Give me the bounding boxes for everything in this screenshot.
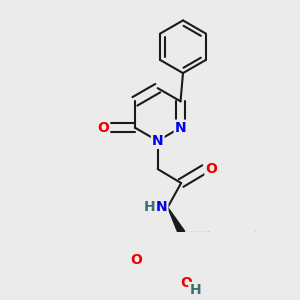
Text: N: N: [156, 200, 167, 214]
Text: N: N: [175, 121, 186, 135]
Polygon shape: [168, 207, 185, 234]
Text: O: O: [97, 121, 109, 135]
Text: H: H: [144, 200, 156, 214]
Text: O: O: [130, 253, 142, 267]
Text: O: O: [180, 276, 192, 290]
Text: N: N: [152, 134, 164, 148]
Text: H: H: [189, 283, 201, 297]
Text: O: O: [206, 162, 217, 176]
